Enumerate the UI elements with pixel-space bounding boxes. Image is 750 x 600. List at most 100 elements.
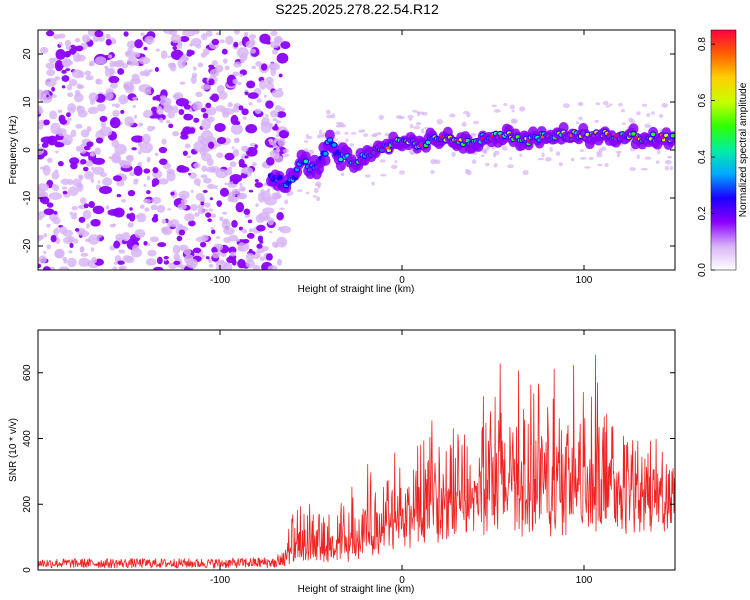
noise-blob bbox=[258, 211, 271, 222]
noise-blob bbox=[76, 83, 83, 89]
noise-blob bbox=[265, 41, 272, 45]
noise-blob bbox=[48, 57, 57, 64]
noise-blob bbox=[227, 102, 233, 108]
signal-halo bbox=[370, 134, 378, 138]
noise-blob bbox=[207, 258, 213, 263]
signal-halo bbox=[503, 103, 508, 107]
y-tick-label: 0 bbox=[22, 567, 33, 573]
signal-halo bbox=[510, 118, 517, 124]
signal-halo bbox=[334, 130, 341, 135]
signal-halo bbox=[394, 160, 398, 164]
noise-blob bbox=[223, 262, 233, 270]
noise-blob bbox=[132, 96, 138, 101]
noise-blob bbox=[118, 249, 126, 254]
noise-blob bbox=[112, 266, 117, 270]
noise-blob bbox=[58, 114, 66, 123]
noise-blob bbox=[243, 208, 251, 215]
signal-halo bbox=[562, 103, 570, 108]
noise-blob bbox=[156, 113, 166, 121]
noise-blob bbox=[205, 166, 216, 173]
noise-blob bbox=[58, 266, 70, 270]
signal-halo bbox=[398, 115, 405, 120]
noise-blob bbox=[210, 229, 216, 235]
noise-blob bbox=[155, 48, 160, 52]
noise-blob bbox=[90, 247, 95, 252]
noise-blob bbox=[277, 137, 286, 147]
signal-halo bbox=[466, 170, 472, 176]
noise-blob bbox=[277, 226, 284, 231]
noise-blob bbox=[46, 94, 49, 98]
noise-blob bbox=[197, 207, 205, 215]
noise-blob bbox=[246, 232, 255, 239]
noise-blob bbox=[85, 75, 94, 81]
signal-halo bbox=[318, 129, 323, 135]
y-tick-label: 20 bbox=[22, 48, 33, 60]
noise-blob bbox=[146, 175, 151, 181]
noise-blob bbox=[202, 189, 208, 193]
noise-blob bbox=[149, 115, 156, 119]
signal-halo bbox=[399, 170, 405, 175]
signal-halo bbox=[473, 120, 479, 125]
noise-blob bbox=[172, 94, 180, 99]
noise-blob bbox=[269, 138, 274, 146]
noise-blob bbox=[178, 108, 185, 116]
noise-blob bbox=[133, 178, 139, 182]
signal-halo bbox=[570, 157, 575, 162]
noise-blob bbox=[50, 234, 57, 243]
noise-blob bbox=[219, 187, 229, 197]
signal-halo bbox=[629, 167, 636, 171]
noise-blob bbox=[52, 34, 60, 40]
noise-blob bbox=[216, 152, 224, 159]
noise-blob bbox=[156, 256, 163, 265]
signal-halo bbox=[480, 154, 485, 158]
noise-blob bbox=[121, 231, 131, 242]
noise-blob bbox=[141, 133, 151, 144]
signal-halo bbox=[409, 124, 414, 129]
signal-halo bbox=[485, 145, 490, 151]
spectrogram-y-ticks: -20 -10 0 10 20 bbox=[22, 48, 675, 253]
ridge-peak bbox=[527, 138, 530, 142]
noise-blob bbox=[200, 201, 205, 206]
signal-halo bbox=[597, 163, 603, 167]
noise-blob bbox=[180, 198, 188, 205]
noise-blob bbox=[216, 243, 223, 251]
noise-blob bbox=[256, 224, 266, 232]
signal-halo bbox=[493, 163, 498, 168]
noise-blob bbox=[108, 54, 113, 59]
ridge-peak bbox=[439, 134, 443, 138]
noise-blob bbox=[68, 186, 79, 197]
noise-blob bbox=[139, 204, 145, 209]
noise-blob bbox=[138, 122, 144, 127]
noise-blob bbox=[99, 126, 113, 137]
signal-halo bbox=[297, 189, 303, 193]
noise-blob bbox=[223, 227, 235, 235]
noise-blob bbox=[43, 250, 47, 255]
noise-blob bbox=[50, 122, 61, 134]
noise-blob bbox=[99, 172, 108, 178]
noise-blob bbox=[143, 183, 147, 188]
noise-blob bbox=[214, 122, 226, 132]
noise-blob bbox=[201, 165, 208, 172]
noise-blob bbox=[175, 98, 190, 107]
noise-blob bbox=[143, 240, 148, 246]
noise-blob bbox=[159, 117, 164, 124]
noise-blob bbox=[109, 223, 116, 228]
noise-blob bbox=[265, 76, 274, 85]
noise-blob bbox=[78, 143, 88, 154]
signal-halo bbox=[664, 159, 672, 165]
x-tick-label: 100 bbox=[576, 275, 593, 286]
noise-blob bbox=[188, 100, 192, 104]
noise-blob bbox=[177, 203, 187, 210]
signal-halo bbox=[578, 116, 583, 121]
y-tick-label: 10 bbox=[22, 96, 33, 108]
noise-blob bbox=[124, 50, 132, 57]
noise-blob bbox=[238, 158, 245, 167]
noise-blob bbox=[61, 186, 68, 190]
noise-blob bbox=[239, 73, 243, 78]
noise-blob bbox=[172, 244, 181, 255]
noise-blob bbox=[65, 45, 72, 50]
signal-halo bbox=[282, 153, 290, 158]
noise-blob bbox=[231, 259, 237, 266]
noise-blob bbox=[69, 242, 74, 249]
